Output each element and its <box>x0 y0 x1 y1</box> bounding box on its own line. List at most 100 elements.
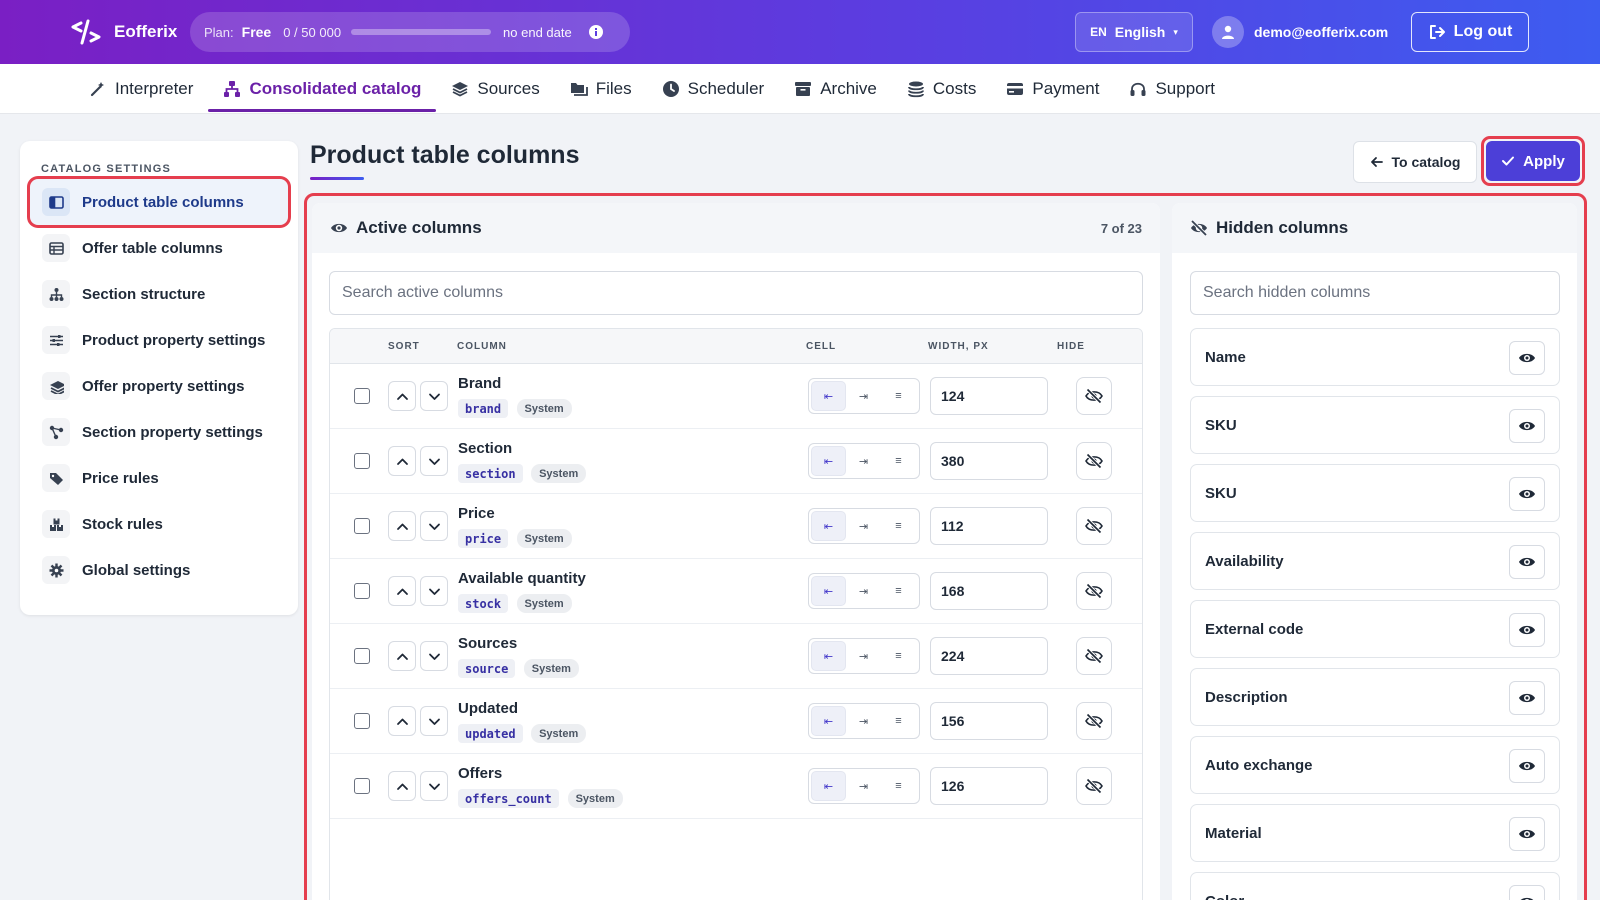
row-checkbox[interactable] <box>354 453 370 469</box>
move-up-button[interactable] <box>388 381 416 411</box>
hide-column-button[interactable] <box>1076 442 1112 480</box>
title-underline <box>310 177 364 180</box>
nav-tab-costs[interactable]: Costs <box>892 64 991 114</box>
eye-slash-icon <box>1085 713 1103 729</box>
column-name: Available quantity <box>458 570 586 587</box>
show-column-button[interactable] <box>1509 409 1545 443</box>
move-up-button[interactable] <box>388 771 416 801</box>
sidebar-item-global-settings[interactable]: Global settings <box>30 547 288 593</box>
nav-tab-archive[interactable]: Archive <box>779 64 892 114</box>
move-down-button[interactable] <box>420 706 448 736</box>
hide-column-button[interactable] <box>1076 572 1112 610</box>
nav-tab-interpreter[interactable]: Interpreter <box>74 64 208 114</box>
move-down-button[interactable] <box>420 641 448 671</box>
move-up-button[interactable] <box>388 446 416 476</box>
hide-column-button[interactable] <box>1076 507 1112 545</box>
align-right-option[interactable]: ⇥ <box>858 780 869 793</box>
move-down-button[interactable] <box>420 576 448 606</box>
nav-tab-support[interactable]: Support <box>1114 64 1230 114</box>
align-right-option[interactable]: ⇥ <box>858 390 869 403</box>
row-checkbox[interactable] <box>354 583 370 599</box>
show-column-button[interactable] <box>1509 681 1545 715</box>
nav-tab-consolidated-catalog[interactable]: Consolidated catalog <box>208 64 437 114</box>
sidebar-item-stock-rules[interactable]: Stock rules <box>30 501 288 547</box>
align-left-option[interactable]: ⇤ <box>812 707 845 735</box>
row-checkbox[interactable] <box>354 388 370 404</box>
nodes-icon <box>49 425 63 439</box>
align-left-option[interactable]: ⇤ <box>812 772 845 800</box>
move-up-button[interactable] <box>388 641 416 671</box>
align-right-option[interactable]: ⇥ <box>858 715 869 728</box>
align-right-option[interactable]: ⇥ <box>858 650 869 663</box>
align-center-option[interactable]: ≡ <box>895 585 902 597</box>
move-down-button[interactable] <box>420 511 448 541</box>
app-logo[interactable]: Eofferix <box>70 19 177 45</box>
hide-column-button[interactable] <box>1076 637 1112 675</box>
sidebar-item-offer-table-columns[interactable]: Offer table columns <box>30 225 288 271</box>
align-right-option[interactable]: ⇥ <box>858 455 869 468</box>
align-center-option[interactable]: ≡ <box>895 455 902 467</box>
hide-column-button[interactable] <box>1076 767 1112 805</box>
width-input[interactable]: 112 <box>930 507 1048 545</box>
move-up-button[interactable] <box>388 511 416 541</box>
align-left-option[interactable]: ⇤ <box>812 577 845 605</box>
row-checkbox[interactable] <box>354 713 370 729</box>
sidebar-item-product-property-settings[interactable]: Product property settings <box>30 317 288 363</box>
show-column-button[interactable] <box>1509 613 1545 647</box>
nav-tab-files[interactable]: Files <box>555 64 647 114</box>
show-column-button[interactable] <box>1509 817 1545 851</box>
move-down-button[interactable] <box>420 446 448 476</box>
align-center-option[interactable]: ≡ <box>895 390 902 402</box>
search-active-columns-input[interactable] <box>329 271 1143 315</box>
show-column-button[interactable] <box>1509 749 1545 783</box>
sidebar-item-product-table-columns[interactable]: Product table columns <box>30 179 288 225</box>
logout-button[interactable]: Log out <box>1411 12 1529 52</box>
align-left-option[interactable]: ⇤ <box>812 642 845 670</box>
align-center-option[interactable]: ≡ <box>895 650 902 662</box>
move-up-button[interactable] <box>388 576 416 606</box>
search-hidden-columns-input[interactable] <box>1190 271 1560 315</box>
nav-tab-scheduler[interactable]: Scheduler <box>647 64 780 114</box>
width-input[interactable]: 224 <box>930 637 1048 675</box>
sidebar-item-section-property-settings[interactable]: Section property settings <box>30 409 288 455</box>
sidebar-item-price-rules[interactable]: Price rules <box>30 455 288 501</box>
show-column-button[interactable] <box>1509 477 1545 511</box>
align-center-option[interactable]: ≡ <box>895 715 902 727</box>
to-catalog-button[interactable]: To catalog <box>1353 141 1477 183</box>
width-input[interactable]: 124 <box>930 377 1048 415</box>
sidebar-item-offer-property-settings[interactable]: Offer property settings <box>30 363 288 409</box>
move-down-button[interactable] <box>420 381 448 411</box>
move-down-button[interactable] <box>420 771 448 801</box>
hidden-column-item: SKU <box>1190 396 1560 454</box>
header-sort: SORT <box>388 341 420 352</box>
sidebar-item-section-structure[interactable]: Section structure <box>30 271 288 317</box>
width-input[interactable]: 168 <box>930 572 1048 610</box>
align-left-option[interactable]: ⇤ <box>812 447 845 475</box>
language-selector[interactable]: EN English ▾ <box>1075 12 1193 52</box>
align-right-option[interactable]: ⇥ <box>858 520 869 533</box>
width-input[interactable]: 156 <box>930 702 1048 740</box>
align-center-option[interactable]: ≡ <box>895 520 902 532</box>
align-left-option[interactable]: ⇤ <box>812 382 845 410</box>
chevron-down-icon <box>428 393 440 400</box>
user-menu[interactable]: demo@eofferix.com <box>1212 16 1388 48</box>
hide-column-button[interactable] <box>1076 377 1112 415</box>
row-checkbox[interactable] <box>354 518 370 534</box>
show-column-button[interactable] <box>1509 545 1545 579</box>
align-center-option[interactable]: ≡ <box>895 780 902 792</box>
nav-tab-payment[interactable]: Payment <box>991 64 1114 114</box>
nav-tab-sources[interactable]: Sources <box>436 64 554 114</box>
apply-button[interactable]: Apply <box>1486 141 1580 181</box>
show-column-button[interactable] <box>1509 341 1545 375</box>
row-checkbox[interactable] <box>354 778 370 794</box>
width-input[interactable]: 126 <box>930 767 1048 805</box>
align-left-option[interactable]: ⇤ <box>812 512 845 540</box>
row-checkbox[interactable] <box>354 648 370 664</box>
hide-column-button[interactable] <box>1076 702 1112 740</box>
align-right-option[interactable]: ⇥ <box>858 585 869 598</box>
move-up-button[interactable] <box>388 706 416 736</box>
table-body: Brand brand System ⇤ ⇥ ≡ 124 Section section Syst… <box>330 364 1142 819</box>
info-icon[interactable] <box>588 24 604 40</box>
width-input[interactable]: 380 <box>930 442 1048 480</box>
show-column-button[interactable] <box>1509 885 1545 900</box>
